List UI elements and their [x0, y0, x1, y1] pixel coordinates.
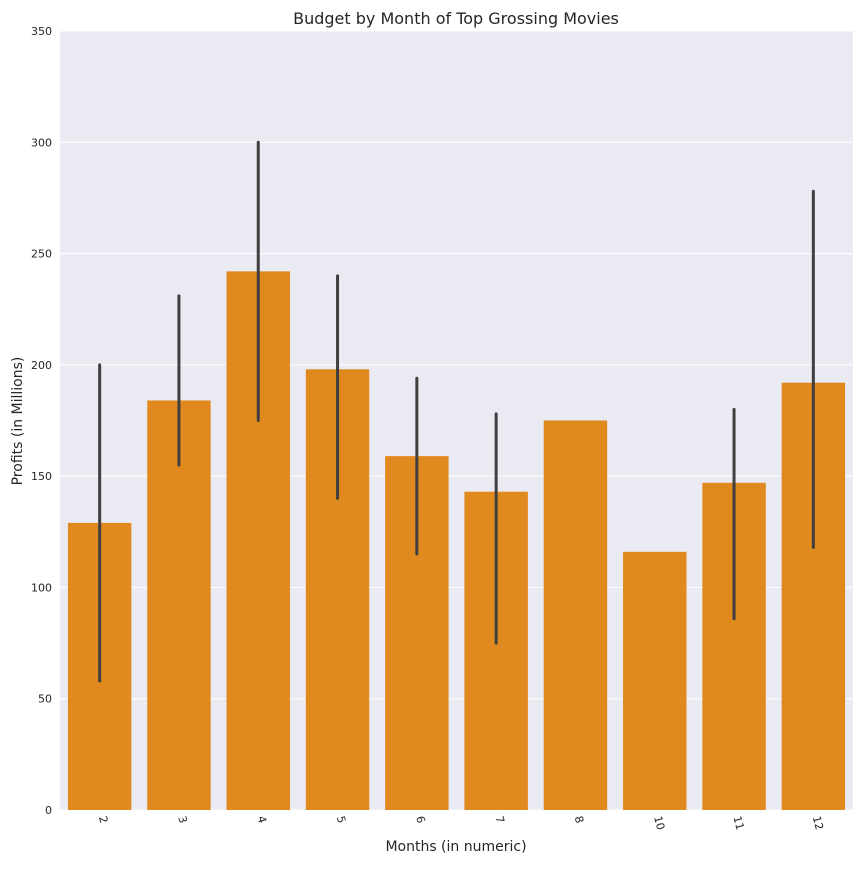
y-tick-label: 250	[31, 248, 52, 261]
y-axis-ticks: 0 50 100 150 200 250 300 350	[31, 25, 52, 817]
bar	[623, 551, 687, 810]
chart-title: Budget by Month of Top Grossing Movies	[293, 9, 619, 28]
y-tick-label: 150	[31, 470, 52, 483]
y-tick-label: 300	[31, 136, 52, 149]
bar	[147, 400, 211, 810]
y-tick-label: 0	[45, 804, 52, 817]
y-tick-label: 100	[31, 581, 52, 594]
x-tick-label: 7	[492, 815, 506, 825]
y-tick-label: 200	[31, 359, 52, 372]
x-tick-label: 5	[334, 815, 348, 825]
bar	[543, 420, 608, 810]
x-tick-label: 6	[413, 815, 427, 825]
x-tick-label: 4	[255, 815, 269, 825]
x-axis-ticks: 2 3 4 5 6 7 8 10 11 12	[96, 815, 826, 832]
x-tick-label: 11	[730, 815, 746, 832]
y-tick-label: 50	[38, 693, 52, 706]
x-tick-label: 3	[175, 815, 189, 825]
x-tick-label: 8	[572, 815, 586, 825]
y-tick-label: 350	[31, 25, 52, 38]
x-axis-label: Months (in numeric)	[385, 839, 526, 855]
x-tick-label: 10	[651, 815, 667, 832]
x-tick-label: 12	[810, 815, 826, 832]
error-bars	[98, 140, 815, 683]
y-axis-label: Profits (in Millions)	[10, 357, 26, 486]
x-tick-label: 2	[96, 815, 110, 825]
